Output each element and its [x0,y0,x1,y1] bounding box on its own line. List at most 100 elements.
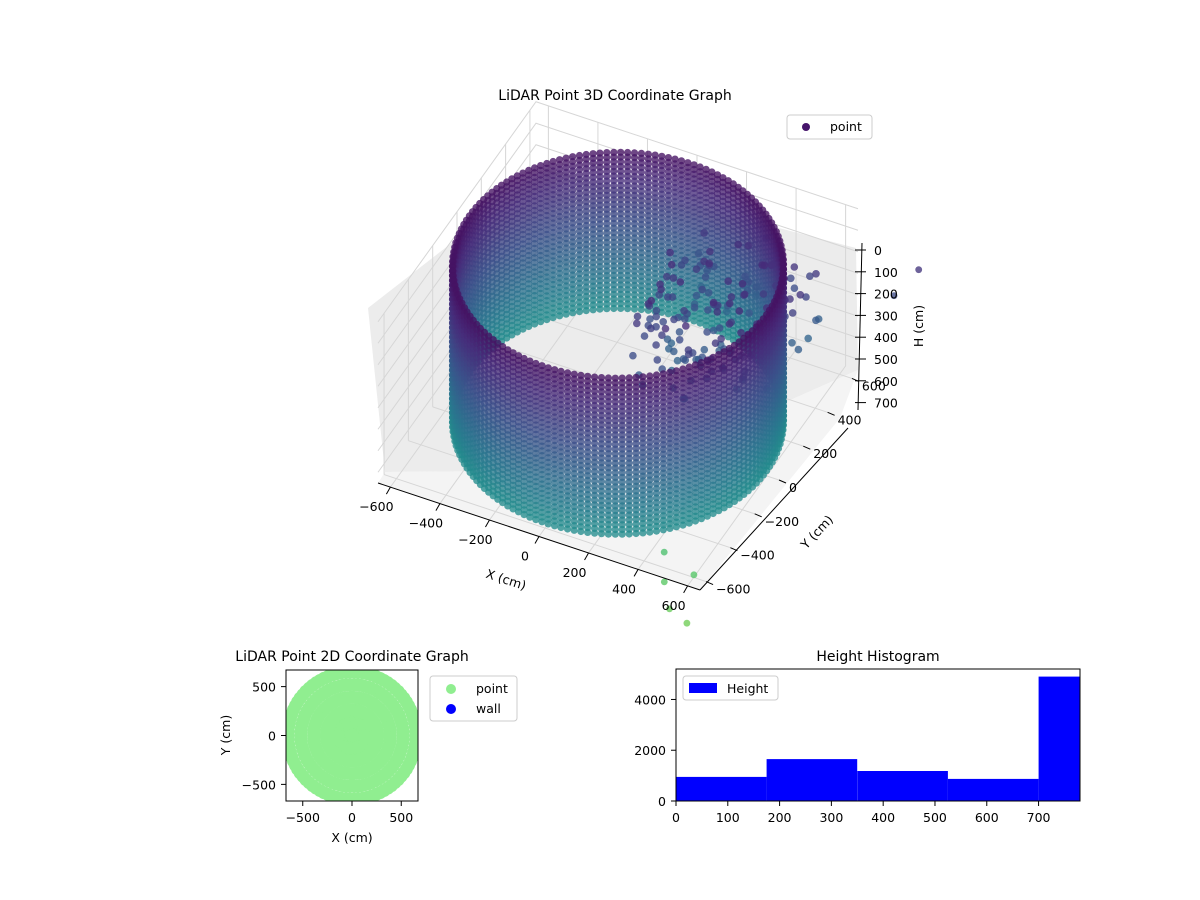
lidar-point [706,247,714,256]
lidar-point [596,305,604,313]
plot3d-title: LiDAR Point 3D Coordinate Graph [498,88,731,104]
lidar-point [788,309,797,317]
lidar-point [630,305,639,313]
lidar-point [690,303,699,312]
lidar-point [562,310,570,318]
lidar-point [675,328,684,336]
lidar-point [713,308,722,316]
lidar-point [700,229,708,237]
lidar-point [704,306,712,314]
lidar-point [633,312,642,321]
lidar-point [690,317,698,325]
lidar-point [664,293,672,301]
lidar-point [760,261,769,270]
lidar-point [624,305,632,313]
lidar-point [682,322,690,330]
point-cloud [448,148,923,627]
lidar-point [767,261,776,269]
lidar-point [670,347,678,356]
lidar-point [740,290,749,299]
lidar-point [640,332,649,340]
lidar-point [670,315,678,324]
lidar-point [692,265,701,274]
lidar-point [787,274,795,283]
lidar-point [658,331,666,340]
lidar-point [647,296,656,305]
lidar-point [513,328,521,336]
lidar-point [738,280,747,288]
lidar-point [633,319,641,328]
lidar-point [701,273,710,281]
lidar-point [625,530,633,538]
lidar-point [752,283,761,291]
grid-line-h [377,101,859,323]
lidar-point [744,278,753,286]
lidar-point [666,524,674,533]
lidar-point [677,261,686,269]
lidar-point [727,293,736,301]
lidar-point [685,519,693,527]
lidar-point [556,312,564,320]
lidar-point [676,278,685,286]
lidar-point [657,285,665,294]
lidar-point [802,293,810,301]
lidar-point [569,309,577,317]
lidar-point [794,345,803,354]
lidar-point [694,249,703,258]
lidar-point [700,345,709,354]
lidar-point [652,312,660,321]
lidar-point [629,351,637,360]
lidar-point [681,315,689,323]
lidar-point [582,307,590,315]
plot-3d: LiDAR Point 3D Coordinate Graph −600−400… [359,88,926,627]
lidar-point [652,341,660,349]
lidar-point [812,316,820,325]
lidar-point [684,346,693,354]
grid-line-x [687,204,847,587]
lidar-point [745,309,753,317]
lidar-point [790,263,799,271]
lidar-point [646,528,654,536]
lidar-point [519,325,527,333]
lidar-point [790,284,799,293]
lidar-point [711,339,720,348]
lidar-point [722,307,731,316]
lidar-point [705,259,713,268]
lidar-point [589,306,597,314]
lidar-point [549,314,557,322]
lidar-point [680,307,688,315]
lidar-point [537,318,545,326]
lidar-point [692,291,701,300]
lidar-point [637,305,646,314]
lidar-point [666,248,674,257]
lidar-point [725,320,734,328]
lidar-point [709,298,718,307]
lidar-point [704,289,713,297]
lidar-point [647,324,655,333]
lidar-point [603,305,611,313]
lidar-point [890,292,898,300]
lidar-point [659,318,667,326]
lidar-point [788,339,796,347]
lidar-point [652,527,661,535]
lidar-point [639,529,647,537]
lidar-point [663,272,671,281]
lidar-point [698,285,706,294]
lidar-point [735,307,744,315]
lidar-point [669,274,678,282]
lidar-point [715,324,724,332]
lidar-point [915,266,923,274]
lidar-point [806,272,814,281]
lidar-point [538,518,546,526]
lidar-point [725,299,734,308]
lidar-point [617,304,625,312]
lidar-point [531,320,539,328]
lidar-point [691,517,700,525]
lidar-point [653,356,662,364]
lidar-point [672,523,681,531]
lidar-point [659,526,667,534]
lidar-point [675,336,684,344]
lidar-point [551,522,559,530]
lidar-point [661,324,670,333]
lidar-point [575,308,584,316]
